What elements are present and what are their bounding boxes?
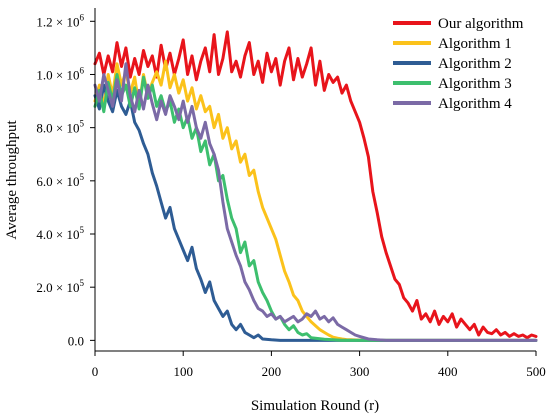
y-tick-label: 6.0 × 105 — [36, 172, 84, 189]
x-tick-label: 500 — [526, 364, 546, 379]
legend-label-5: Algorithm 4 — [438, 96, 512, 112]
x-tick-label: 300 — [350, 364, 370, 379]
y-tick-label: 1.0 × 106 — [36, 65, 84, 82]
y-tick-label: 0.0 — [68, 333, 84, 348]
series-line-1 — [93, 30, 538, 340]
series-line-3 — [93, 83, 538, 342]
x-tick-label: 100 — [173, 364, 193, 379]
legend: Our algorithm Algorithm 1 Algorithm 2 Algor… — [393, 16, 524, 112]
series-line-5 — [93, 62, 538, 342]
x-axis-ticks: 0 100 200 300 400 500 — [92, 351, 546, 379]
y-tick-label: 4.0 × 105 — [36, 225, 84, 242]
y-tick-label: 2.0 × 105 — [36, 278, 84, 295]
y-axis-ticks: 0.0 2.0 × 105 4.0 × 105 6.0 × 105 8.0 × 105 1… — [36, 12, 95, 348]
series-layer — [93, 30, 538, 342]
y-tick-label: 1.2 × 106 — [36, 12, 84, 29]
x-axis-title: Simulation Round (r) — [251, 398, 379, 414]
legend-label-3: Algorithm 2 — [438, 56, 512, 72]
x-tick-label: 0 — [92, 364, 99, 379]
legend-label-2: Algorithm 1 — [438, 36, 512, 52]
y-axis-title: Average throughput — [4, 120, 20, 240]
y-tick-label: 8.0 × 105 — [36, 119, 84, 136]
x-tick-label: 200 — [262, 364, 282, 379]
legend-label-4: Algorithm 3 — [438, 76, 512, 92]
legend-label-1: Our algorithm — [438, 16, 524, 32]
x-tick-label: 400 — [438, 364, 458, 379]
